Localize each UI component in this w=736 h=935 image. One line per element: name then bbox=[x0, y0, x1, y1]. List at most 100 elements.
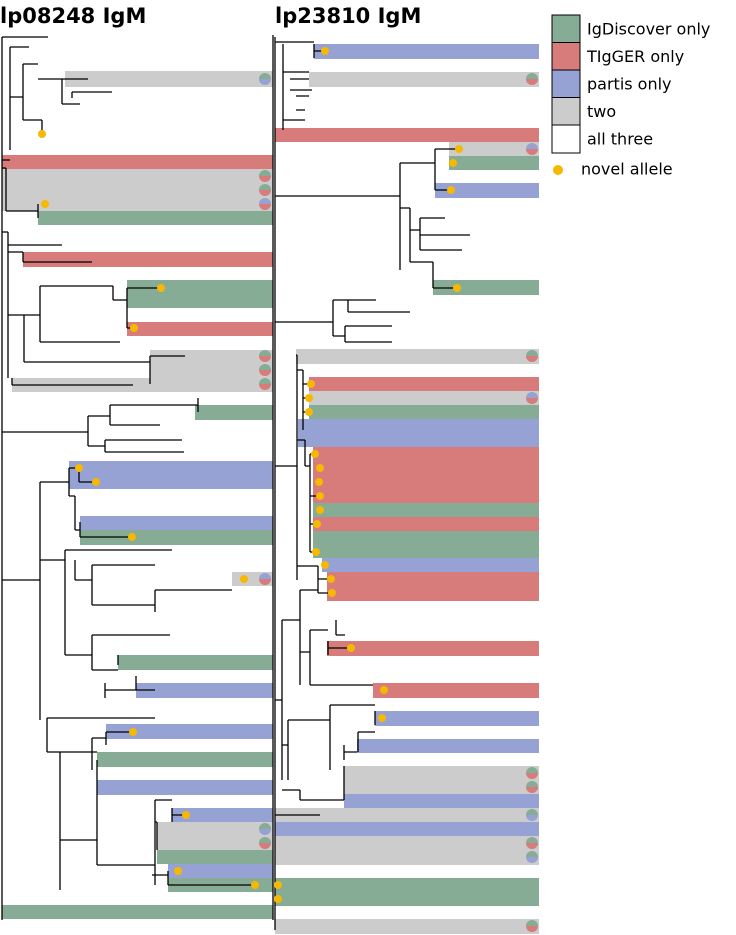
pie-half bbox=[259, 176, 271, 182]
novel-allele-dot bbox=[328, 589, 336, 597]
pie-half bbox=[259, 378, 271, 384]
novel-allele-dot bbox=[174, 867, 182, 875]
pie-half bbox=[259, 73, 271, 79]
leaf-band bbox=[309, 405, 539, 419]
pie-half bbox=[259, 190, 271, 196]
pie-half bbox=[259, 384, 271, 390]
pie-half bbox=[526, 815, 538, 821]
pie-half bbox=[526, 851, 538, 857]
novel-allele-dot bbox=[453, 284, 461, 292]
leaf-band bbox=[168, 864, 273, 878]
novel-allele-dot bbox=[128, 533, 136, 541]
novel-allele-dot bbox=[378, 714, 386, 722]
leaf-band bbox=[327, 572, 539, 601]
legend-label: IgDiscover only bbox=[587, 20, 710, 39]
leaf-bands bbox=[2, 35, 539, 934]
novel-allele-dot bbox=[316, 492, 324, 500]
title-right: lp23810 IgM bbox=[275, 4, 421, 28]
legend-swatch bbox=[551, 97, 581, 126]
pie-half bbox=[526, 79, 538, 85]
leaf-band bbox=[449, 156, 539, 170]
pie-half bbox=[259, 350, 271, 356]
pie-half bbox=[259, 829, 271, 835]
legend-label: partis only bbox=[587, 75, 672, 94]
leaf-band bbox=[23, 252, 273, 267]
novel-allele-dot bbox=[447, 186, 455, 194]
title-left: lp08248 IgM bbox=[0, 4, 146, 28]
pie-half bbox=[526, 767, 538, 773]
novel-allele-dot bbox=[305, 408, 313, 416]
leaf-band bbox=[344, 794, 539, 808]
leaf-band bbox=[275, 808, 539, 822]
leaf-band bbox=[433, 280, 539, 295]
leaf-band bbox=[118, 655, 273, 670]
leaf-band bbox=[314, 44, 539, 59]
pie-half bbox=[526, 149, 538, 155]
leaf-band bbox=[313, 503, 539, 517]
novel-allele-dot bbox=[130, 324, 138, 332]
pie-half bbox=[259, 184, 271, 190]
leaf-band bbox=[69, 461, 273, 489]
pie-half bbox=[526, 926, 538, 932]
novel-allele-dot bbox=[240, 575, 248, 583]
novel-allele-dot bbox=[182, 811, 190, 819]
pie-half bbox=[259, 198, 271, 204]
trees bbox=[1, 36, 470, 930]
pie-half bbox=[259, 79, 271, 85]
leaf-band bbox=[172, 808, 273, 822]
leaf-band bbox=[80, 530, 273, 545]
novel-allele-dot bbox=[321, 561, 329, 569]
leaf-band bbox=[375, 711, 539, 726]
leaf-band bbox=[157, 850, 273, 864]
legend-dot bbox=[553, 165, 563, 175]
leaf-band bbox=[373, 683, 539, 698]
legend-swatch bbox=[551, 14, 581, 44]
novel-allele-dot bbox=[316, 464, 324, 472]
legend-label: novel allele bbox=[581, 160, 673, 179]
leaf-band bbox=[136, 683, 273, 698]
pie-half bbox=[526, 837, 538, 843]
pie-half bbox=[526, 356, 538, 362]
leaf-band bbox=[309, 377, 539, 391]
leaf-band bbox=[313, 447, 539, 503]
leaf-band bbox=[195, 405, 273, 420]
pie-half bbox=[526, 857, 538, 863]
novel-allele-dot bbox=[316, 506, 324, 514]
pie-half bbox=[259, 364, 271, 370]
novel-allele-dot bbox=[307, 380, 315, 388]
leaf-band bbox=[2, 905, 273, 919]
legend: IgDiscover only TIgGER only partis only two… bbox=[551, 14, 710, 179]
novel-allele-dot bbox=[311, 450, 319, 458]
pie-half bbox=[259, 573, 271, 579]
pie-half bbox=[259, 579, 271, 585]
leaf-band bbox=[65, 71, 273, 87]
novel-allele-dot bbox=[129, 728, 137, 736]
legend-swatch bbox=[551, 69, 581, 99]
novel-allele-dot bbox=[305, 394, 313, 402]
leaf-band bbox=[127, 280, 273, 308]
novel-allele-dot bbox=[312, 548, 320, 556]
novel-allele-dot bbox=[157, 284, 165, 292]
leaf-band bbox=[275, 836, 539, 865]
leaf-band bbox=[357, 739, 539, 753]
leaf-band bbox=[157, 822, 273, 850]
leaf-band bbox=[127, 322, 273, 336]
novel-allele-dot bbox=[327, 575, 335, 583]
novel-allele-dot bbox=[315, 478, 323, 486]
leaf-band bbox=[2, 155, 273, 169]
legend-swatch bbox=[551, 42, 581, 71]
novel-allele-dot bbox=[321, 47, 329, 55]
pie-half bbox=[526, 773, 538, 779]
leaf-band bbox=[435, 183, 539, 198]
pie-half bbox=[526, 781, 538, 787]
leaf-band bbox=[275, 919, 539, 934]
tree-left bbox=[1, 36, 255, 920]
pie-half bbox=[259, 170, 271, 176]
leaf-band bbox=[298, 419, 539, 447]
pie-half bbox=[526, 143, 538, 149]
legend-swatch bbox=[551, 124, 581, 154]
novel-allele-dot bbox=[92, 478, 100, 486]
leaf-band bbox=[106, 724, 273, 739]
leaf-band bbox=[296, 349, 539, 364]
